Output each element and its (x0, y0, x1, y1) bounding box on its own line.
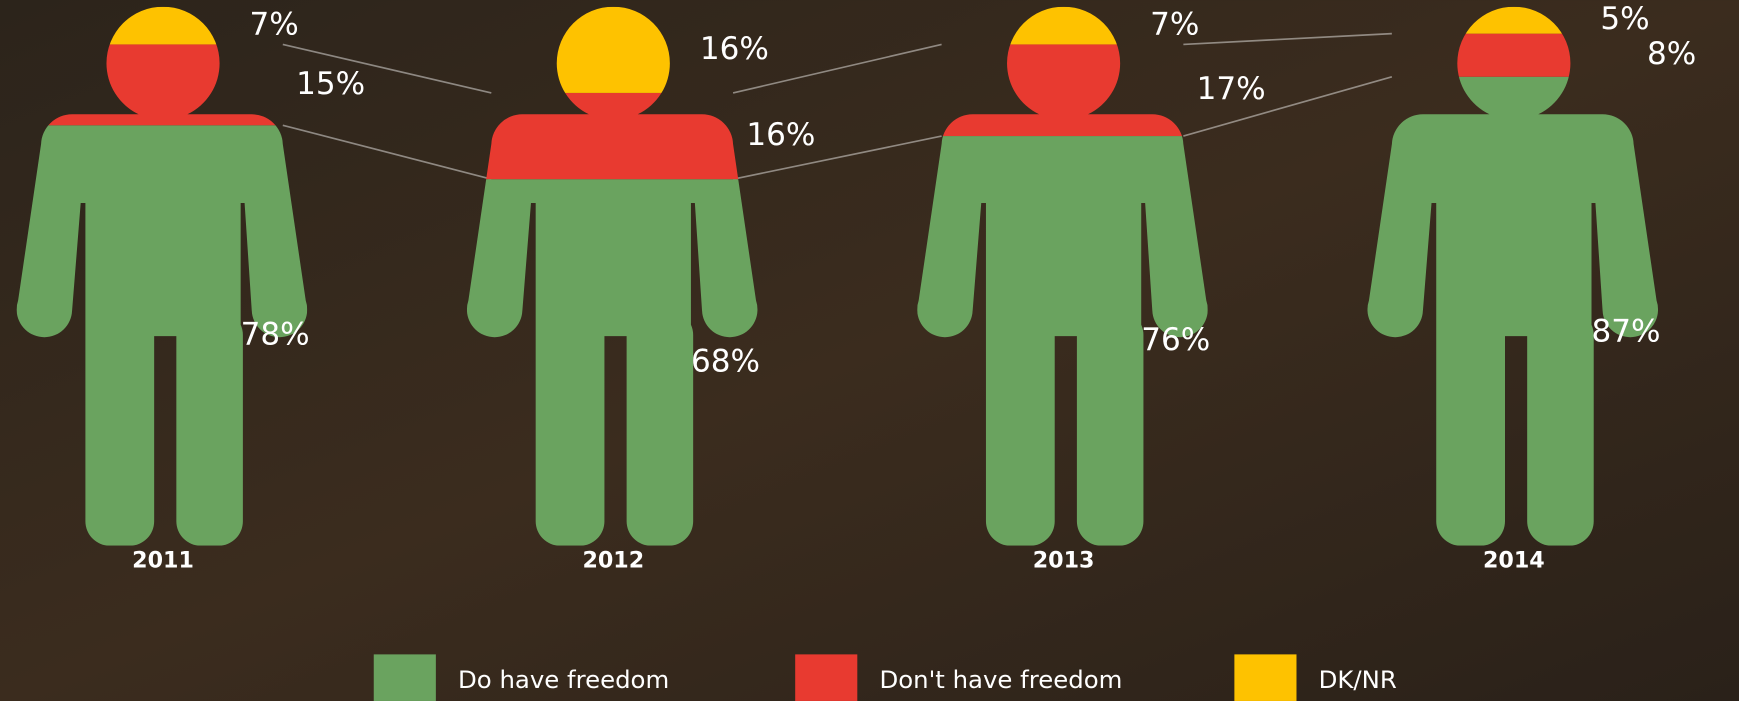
connector (1183, 32, 1392, 46)
value-label: 16% (700, 31, 769, 67)
legend-swatch (1234, 654, 1297, 701)
value-label: 68% (691, 343, 760, 379)
x-tick-label: 2012 (582, 548, 644, 574)
value-label: 7% (1150, 7, 1199, 43)
legend-swatch (795, 654, 858, 701)
value-label: 8% (1647, 36, 1696, 72)
x-tick-label: 2014 (1483, 548, 1545, 574)
x-tick-label: 2013 (1033, 548, 1095, 574)
value-label: 17% (1197, 71, 1266, 107)
value-label: 16% (746, 117, 815, 153)
connector (1183, 75, 1393, 137)
x-tick-label: 2011 (132, 548, 194, 574)
legend-swatch (373, 654, 436, 701)
value-label: 7% (250, 7, 299, 43)
legend-label: DK/NR (1319, 665, 1397, 694)
legend-label: Do have freedom (458, 665, 669, 694)
connector (282, 124, 492, 180)
connector (732, 135, 942, 180)
value-label: 76% (1141, 322, 1210, 358)
connector (732, 43, 942, 94)
value-label: 5% (1600, 1, 1649, 37)
value-label: 87% (1591, 314, 1660, 350)
legend-label: Don't have freedom (879, 665, 1122, 694)
value-label: 78% (241, 316, 310, 352)
value-label: 15% (296, 66, 365, 102)
connector (282, 43, 492, 94)
